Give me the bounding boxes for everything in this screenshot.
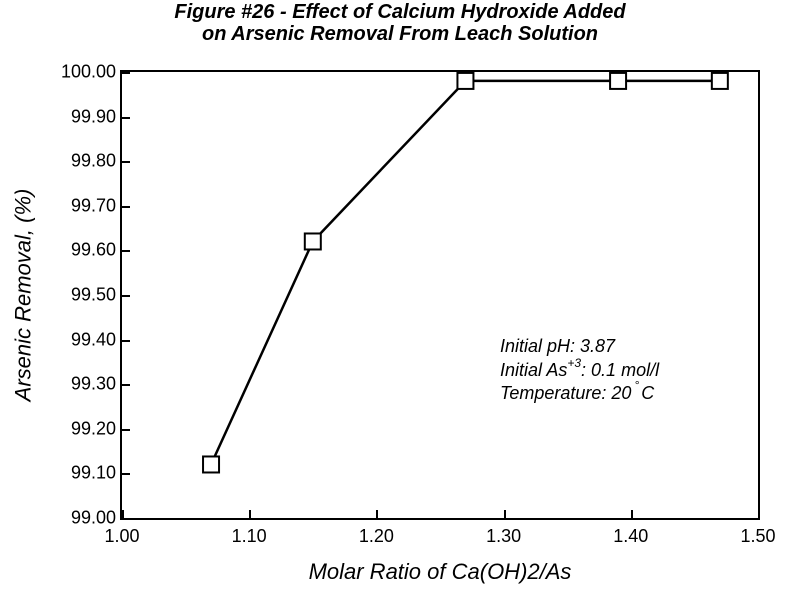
anno-line3-b: C <box>641 383 654 403</box>
x-tick-label: 1.10 <box>224 526 274 547</box>
series-marker <box>712 73 728 89</box>
x-tick <box>376 510 378 518</box>
series-marker <box>610 73 626 89</box>
series-marker <box>305 233 321 249</box>
y-axis-label-text: Arsenic Removal, (%) <box>10 189 36 402</box>
x-axis-label: Molar Ratio of Ca(OH)2/As <box>120 559 760 585</box>
y-tick <box>122 473 130 475</box>
y-tick-label: 99.30 <box>56 374 116 395</box>
x-tick <box>249 510 251 518</box>
y-tick <box>122 72 130 74</box>
x-tick <box>758 510 760 518</box>
anno-line1: Initial pH: 3.87 <box>500 335 659 358</box>
y-tick <box>122 340 130 342</box>
chart-title-line1: Figure #26 - Effect of Calcium Hydroxide… <box>174 1 625 23</box>
y-tick <box>122 250 130 252</box>
y-tick-label: 99.20 <box>56 418 116 439</box>
chart-annotation: Initial pH: 3.87 Initial As+3: 0.1 mol/l… <box>500 335 659 405</box>
series-line <box>211 81 720 465</box>
y-tick-label: 99.70 <box>56 195 116 216</box>
y-tick <box>122 429 130 431</box>
y-tick-label: 99.50 <box>56 285 116 306</box>
x-tick-label: 1.20 <box>351 526 401 547</box>
y-tick <box>122 384 130 386</box>
anno-line3-a: Temperature: 20 <box>500 383 636 403</box>
chart-title: Figure #26 - Effect of Calcium Hydroxide… <box>0 2 800 45</box>
y-tick <box>122 295 130 297</box>
x-tick-label: 1.00 <box>97 526 147 547</box>
chart-title-line2: on Arsenic Removal From Leach Solution <box>202 23 598 45</box>
y-tick-label: 99.80 <box>56 151 116 172</box>
x-tick-label: 1.40 <box>606 526 656 547</box>
y-tick-label: 100.00 <box>56 62 116 83</box>
anno-line3: Temperature: 20 °C <box>500 381 659 405</box>
x-tick-label: 1.50 <box>733 526 783 547</box>
y-tick <box>122 117 130 119</box>
x-tick <box>122 510 124 518</box>
anno-line2-a: Initial As <box>500 360 567 380</box>
y-tick-label: 99.10 <box>56 463 116 484</box>
y-tick <box>122 161 130 163</box>
y-tick-label: 99.60 <box>56 240 116 261</box>
y-axis-label: Arsenic Removal, (%) <box>8 65 38 525</box>
series-marker <box>203 456 219 472</box>
plot-area <box>120 70 760 520</box>
x-tick-label: 1.30 <box>479 526 529 547</box>
x-tick <box>631 510 633 518</box>
y-tick-label: 99.40 <box>56 329 116 350</box>
y-tick <box>122 206 130 208</box>
anno-line2-sup: +3 <box>567 356 581 370</box>
x-tick <box>504 510 506 518</box>
chart-series-svg <box>122 72 758 518</box>
y-tick <box>122 518 130 520</box>
anno-deg: ° <box>634 378 639 392</box>
x-axis-label-text: Molar Ratio of Ca(OH)2/As <box>309 559 572 584</box>
anno-line2-b: : 0.1 mol/l <box>581 360 659 380</box>
series-marker <box>457 73 473 89</box>
y-tick-label: 99.90 <box>56 106 116 127</box>
